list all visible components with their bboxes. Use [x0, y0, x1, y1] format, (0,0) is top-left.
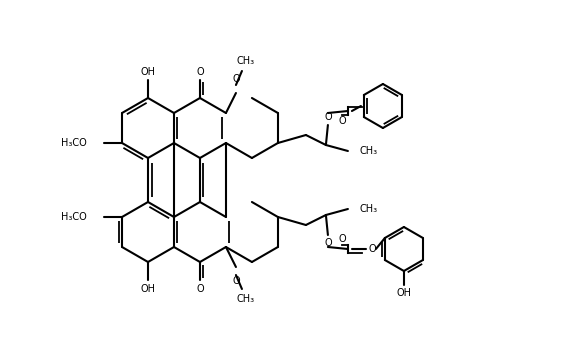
Text: CH₃: CH₃: [360, 146, 378, 156]
Text: O: O: [324, 238, 332, 248]
Text: OH: OH: [141, 284, 155, 294]
Text: O: O: [232, 74, 240, 84]
Text: CH₃: CH₃: [237, 56, 255, 66]
Text: O: O: [196, 284, 204, 294]
Text: CH₃: CH₃: [360, 204, 378, 214]
Text: O: O: [338, 234, 346, 244]
Text: O: O: [196, 67, 204, 77]
Text: O: O: [324, 112, 332, 122]
Text: CH₃: CH₃: [237, 294, 255, 304]
Text: H₃CO: H₃CO: [61, 138, 87, 148]
Text: O: O: [368, 244, 376, 254]
Text: O: O: [338, 116, 346, 126]
Text: OH: OH: [141, 67, 155, 77]
Text: OH: OH: [396, 288, 412, 298]
Text: H₃CO: H₃CO: [61, 212, 87, 222]
Text: O: O: [232, 276, 240, 286]
